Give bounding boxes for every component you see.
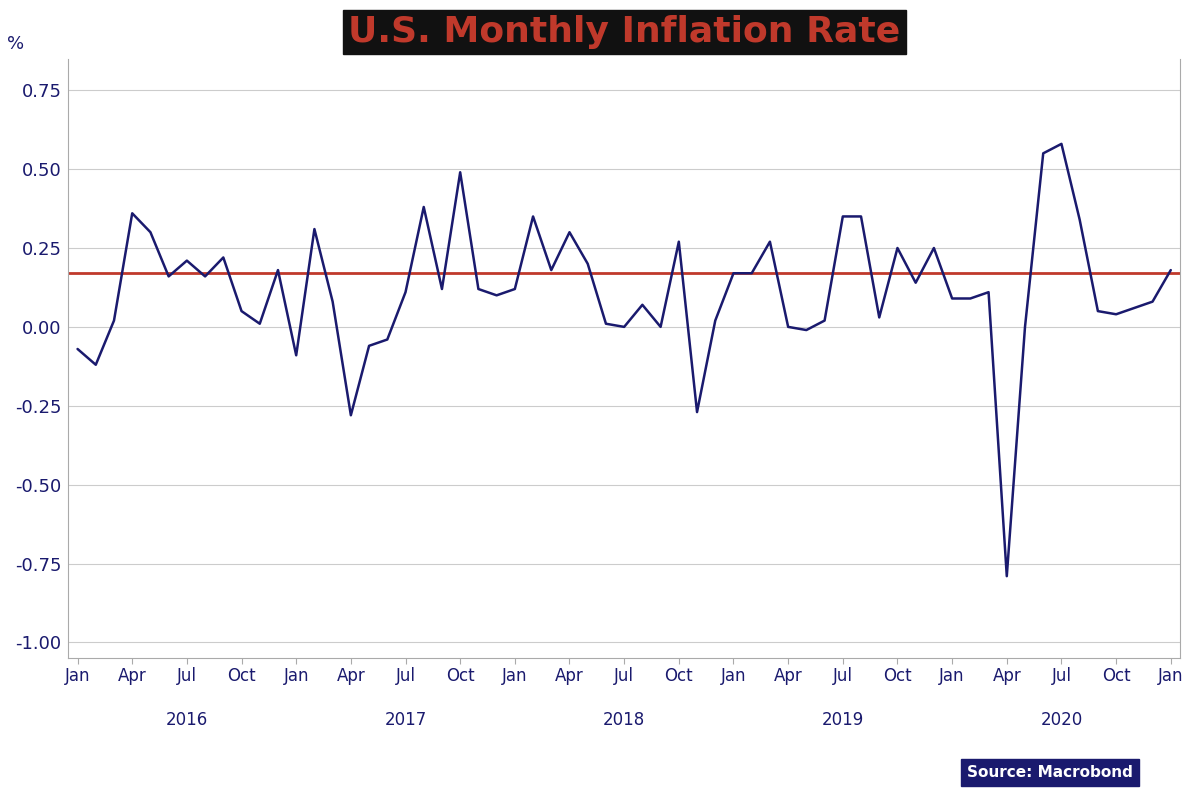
Title: U.S. Monthly Inflation Rate: U.S. Monthly Inflation Rate	[348, 15, 900, 49]
Text: 2017: 2017	[384, 711, 427, 729]
Text: Source: Macrobond: Source: Macrobond	[967, 765, 1133, 780]
Text: 2016: 2016	[166, 711, 208, 729]
Text: 2019: 2019	[822, 711, 864, 729]
Text: %: %	[7, 34, 24, 53]
Text: 2018: 2018	[604, 711, 646, 729]
Text: 2020: 2020	[1040, 711, 1082, 729]
